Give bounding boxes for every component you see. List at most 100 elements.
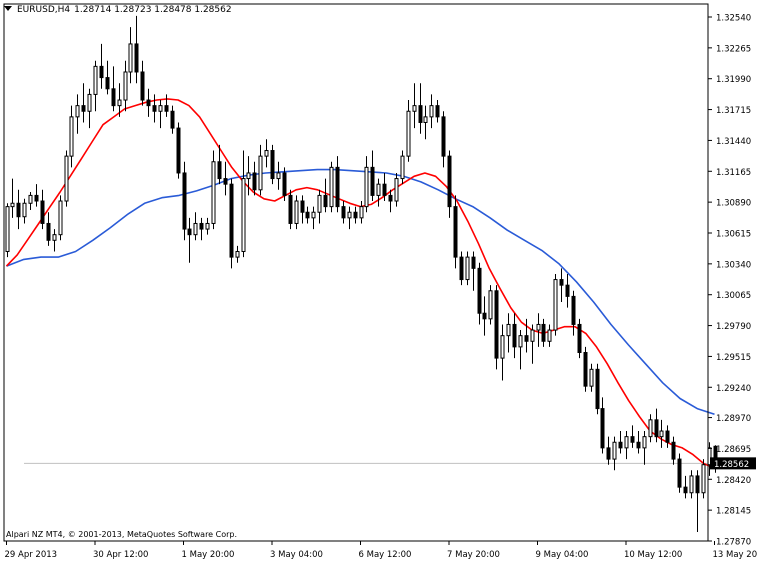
candle-body-bear [187,228,192,236]
candle-body-bear [583,351,588,387]
candle [105,60,110,95]
candle-body-bear [606,447,611,460]
candle [217,144,222,185]
candle [677,453,682,493]
candle-body-bull [211,161,216,224]
candle [288,189,293,230]
symbol-timeframe: EURUSD,H4 [17,5,71,15]
candle [541,318,546,347]
candle [595,363,600,415]
time-scale: 29 Apr 2013 30 Apr 12:00 1 May 20:00 3 May … [5,541,758,560]
price-tick-label: 1.29790 [716,322,751,332]
candle [376,178,381,207]
candle [323,178,328,213]
candle [683,475,688,499]
candle-body-bear [335,166,340,208]
candle-body-bull [530,329,535,342]
candle-body-bear [300,200,305,213]
candle [654,408,659,443]
candle [252,161,257,196]
candle-body-bear [471,256,476,269]
time-tick-label: 13 May 20:00 [713,550,758,560]
price-tick-label: 1.31715 [716,106,751,116]
candle [294,195,299,230]
candle [518,330,523,370]
candle-body-bear [695,475,700,494]
candle [665,425,670,448]
candle [671,436,676,465]
current-price-label: 1.28562 [714,460,749,470]
candle-body-bear [146,99,151,107]
candle [241,150,246,258]
candle-body-bull [400,155,405,180]
candle-body-bull [376,183,381,196]
candle-body-bull [264,150,269,157]
price-tick-label: 1.31990 [716,75,751,85]
time-tick-label: 10 May 12:00 [624,550,682,560]
candle-body-bull [241,178,246,253]
candle [128,27,133,84]
dropdown-triangle-icon[interactable] [4,6,12,11]
candle [99,43,104,89]
candle-body-bear [559,279,564,286]
candle [477,262,482,325]
candle-body-bull [258,155,263,191]
copyright-text: Alpari NZ MT4, © 2001-2013, MetaQuotes S… [6,530,238,539]
time-tick-label: 7 May 20:00 [447,550,500,560]
candlestick-layer [5,15,718,533]
candle-body-bull [5,206,10,253]
current-price-box [710,457,756,470]
candle-body-bear [630,436,635,443]
candle [93,60,98,112]
candle [412,83,417,129]
candle [187,217,192,263]
candle-body-bear [46,222,51,241]
candle [146,88,151,117]
candle-body-bear [229,183,234,258]
candle [347,206,352,230]
candle-body-bull [536,323,541,331]
candle-body-bear [288,194,293,224]
candle-body-bull [158,105,163,112]
candle-body-bear [164,105,169,112]
candle-body-bull [406,110,411,157]
candle-body-bear [441,116,446,157]
candle [164,94,169,117]
candle-body-bear [541,323,546,342]
candle-body-bear [34,194,39,202]
candle [435,100,440,123]
candle [5,203,10,258]
candle-body-bull [294,200,299,224]
candle-body-bear [482,312,487,320]
candle-body-bear [654,419,659,438]
candle-body-bull [689,475,694,494]
candle-body-bull [246,172,251,180]
candle [447,150,452,218]
candle [695,470,700,533]
candle-body-bear [477,267,482,314]
candle [630,425,635,448]
candle [58,195,63,241]
candle-body-bear [565,284,570,297]
candle [205,217,210,235]
candle [553,273,558,336]
candle [335,156,340,213]
candle [506,313,511,353]
candle [223,161,228,196]
price-tick-label: 1.32265 [716,44,751,54]
candle [648,414,653,443]
candle [618,431,623,454]
candle-body-bull [235,251,240,258]
candle-body-bull [75,105,80,118]
candle [211,150,216,230]
candle-body-bear [152,105,157,112]
candle [394,172,399,207]
candle [606,436,611,465]
candle-body-bear [170,110,175,129]
candle [482,296,487,336]
price-tick-label: 1.28145 [716,507,751,517]
candle-body-bull [52,234,57,241]
candle [123,60,128,112]
candle-body-bull [58,200,63,236]
